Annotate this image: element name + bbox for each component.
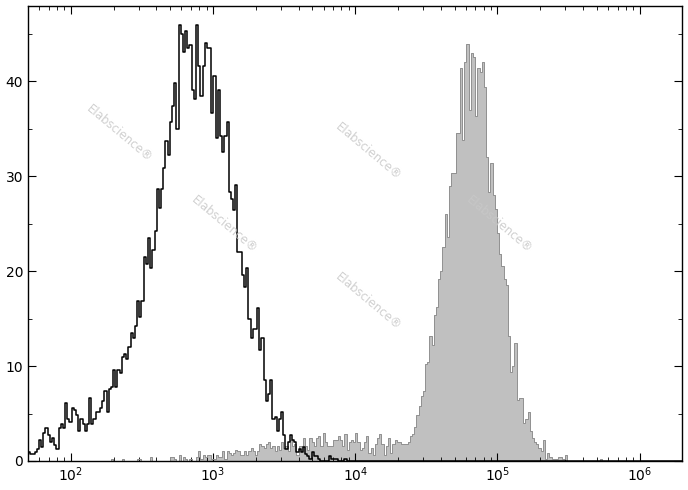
Text: Elabscience®: Elabscience® [189, 193, 260, 255]
Text: Elabscience®: Elabscience® [464, 193, 535, 255]
Text: Elabscience®: Elabscience® [333, 270, 404, 333]
Text: Elabscience®: Elabscience® [333, 120, 404, 182]
Text: Elabscience®: Elabscience® [84, 102, 155, 164]
